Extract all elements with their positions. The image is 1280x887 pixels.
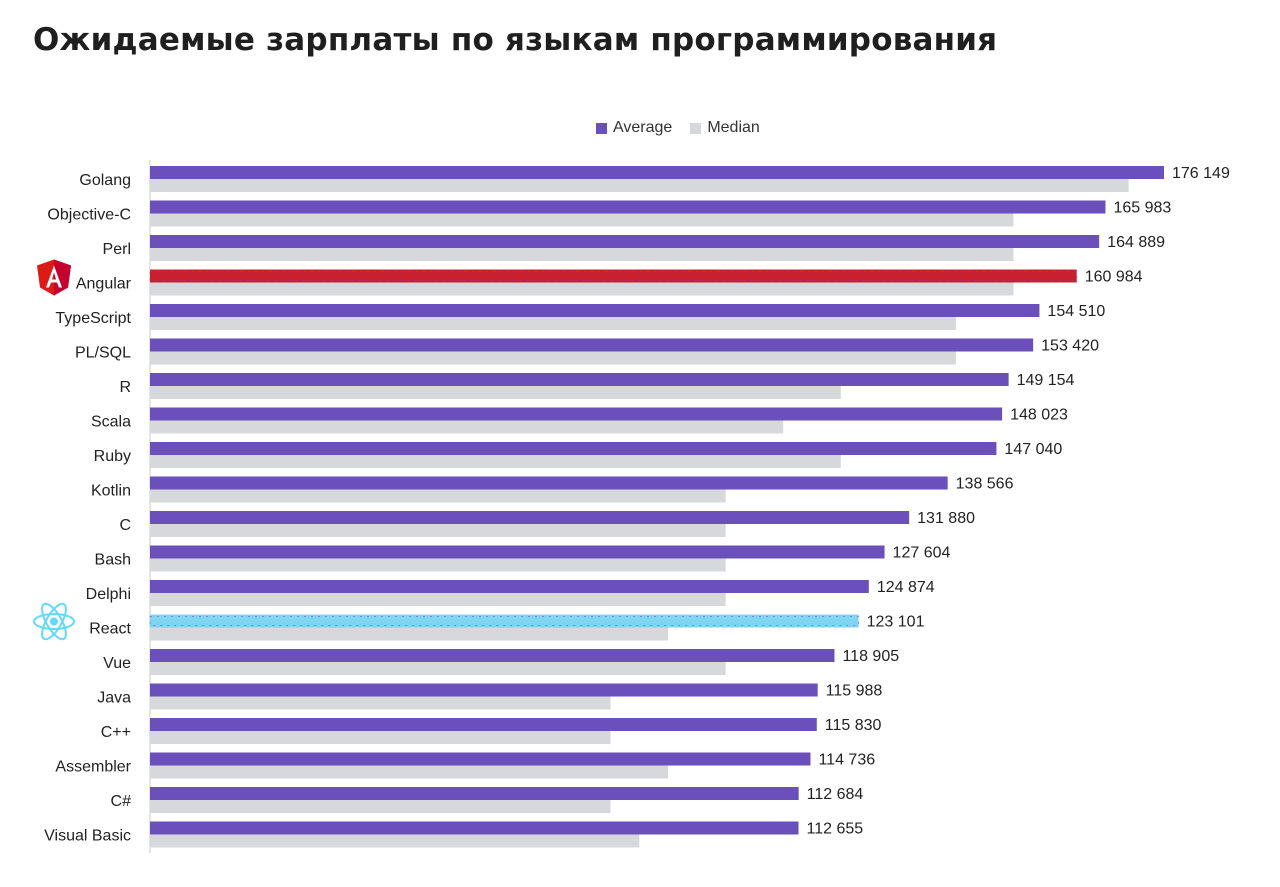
average-bar [150,718,817,731]
data-label: 115 830 [825,717,882,734]
legend: Average Median [596,119,760,137]
data-label: 112 684 [807,786,864,803]
data-label: 154 510 [1047,303,1105,320]
legend-item-median: Median [690,119,760,137]
average-bar [150,304,1040,317]
category-label: C# [111,793,132,810]
data-label: 148 023 [1010,407,1068,424]
category-label: Delphi [86,586,131,603]
average-bar [150,373,1009,386]
median-bar [150,351,956,365]
average-bar [150,476,948,490]
average-bar [150,269,1077,283]
category-label: Objective-C [47,207,131,224]
average-bar [150,752,811,766]
category-label: Visual Basic [44,828,131,845]
data-label: 164 889 [1107,234,1165,251]
legend-swatch-median [690,122,702,134]
median-bar [150,489,726,503]
median-bar [150,213,1014,227]
react-logo-orbit [33,613,75,630]
category-label: Java [97,690,131,707]
median-bar [150,455,841,468]
data-label: 127 604 [893,545,951,562]
category-label: C++ [101,724,131,741]
data-label: 147 040 [1004,441,1062,458]
category-label: Ruby [94,448,131,465]
median-bar [150,524,726,537]
highlight-texture [149,616,860,626]
average-bar [150,338,1034,352]
average-bar [150,614,859,628]
data-label: 176 149 [1172,165,1230,182]
average-bar [150,649,835,662]
react-logo-icon [33,602,75,641]
median-bar [150,420,784,434]
data-label: 123 101 [867,614,925,631]
data-label: 124 874 [877,579,935,596]
legend-label-average: Average [613,119,673,136]
median-bar [150,593,726,606]
data-label: 153 420 [1041,338,1099,355]
category-label: PL/SQL [75,345,131,362]
median-bar [150,627,669,641]
median-bar [150,696,611,710]
category-label: R [119,379,131,396]
average-bar [150,442,997,455]
legend-swatch-average [596,122,607,134]
category-label: Vue [103,655,131,672]
median-bar [150,317,956,330]
average-bar [150,235,1100,248]
category-label: Assembler [55,759,131,776]
react-logo-orbit [41,602,67,641]
average-bar [150,580,869,593]
angular-logo-glyph [46,265,62,288]
average-bar [150,787,799,800]
data-label: 114 736 [818,752,875,769]
category-label: Angular [76,276,132,293]
category-label: Kotlin [91,483,131,500]
react-logo-nucleus [50,617,58,626]
median-bar [150,731,611,744]
category-label: Perl [103,241,131,258]
average-bar [150,511,910,524]
category-label: Scala [91,414,131,431]
average-bar [150,200,1106,214]
average-bar [150,166,1164,179]
data-label: 160 984 [1085,269,1143,286]
data-label: 115 988 [826,683,883,700]
category-label: Golang [79,172,131,189]
median-bar [150,834,640,848]
data-label: 118 905 [842,648,899,665]
average-bar [150,407,1003,421]
category-label: TypeScript [55,310,131,327]
chart-title: Ожидаемые зарплаты по языкам программиро… [33,22,998,58]
highlight-texture [149,271,1078,281]
data-label: 138 566 [956,476,1014,493]
median-bar [150,248,1014,261]
median-bar [150,386,841,399]
median-bar [150,282,1014,296]
angular-logo-shade [54,259,71,296]
average-bar [150,821,799,835]
data-label: 165 983 [1113,200,1171,217]
data-label: 131 880 [917,510,975,527]
category-label: Bash [95,552,131,569]
category-label: C [119,517,131,534]
data-label: 149 154 [1017,372,1075,389]
react-logo-orbit [41,602,67,641]
average-bar [150,545,885,559]
data-label: 112 655 [806,821,863,838]
median-bar [150,558,726,572]
legend-item-average: Average [596,119,672,137]
average-bar [150,683,818,697]
legend-label-median: Median [707,119,760,136]
category-label: React [89,621,131,638]
median-bar [150,765,669,779]
median-bar [150,800,611,813]
median-bar [150,179,1129,192]
median-bar [150,662,726,675]
